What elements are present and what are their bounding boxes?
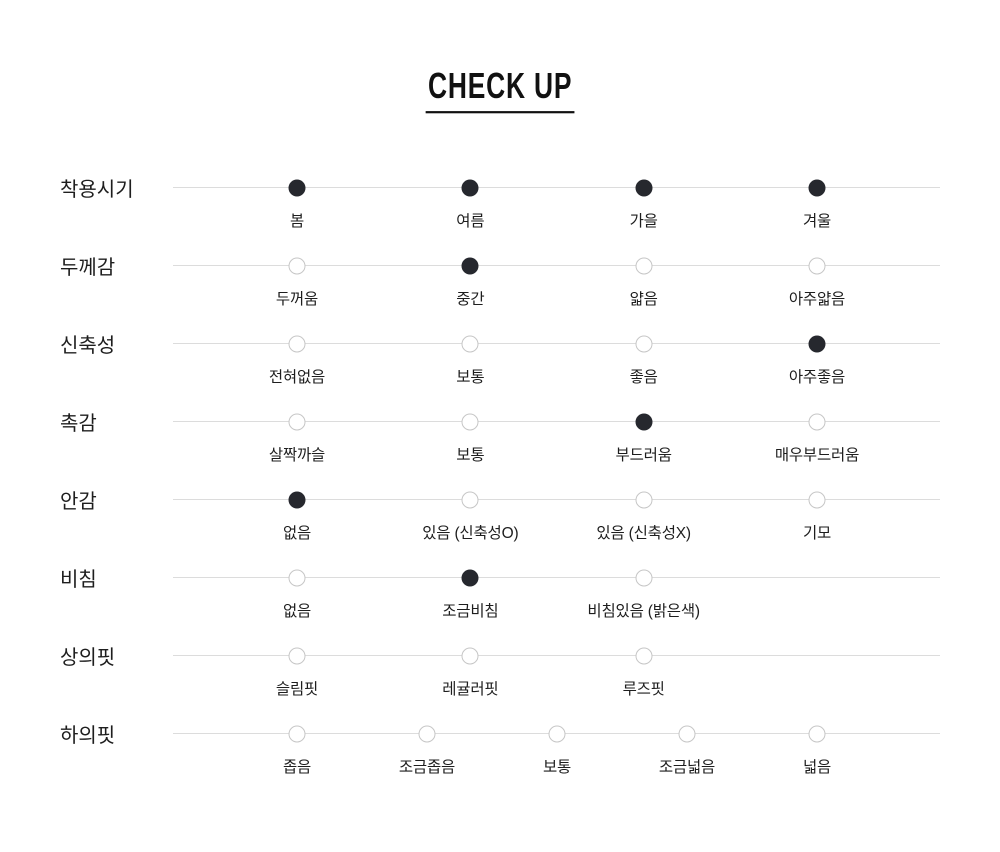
option-dot-unselected [808,725,826,742]
scale-track: 전혀없음 보통 좋음 아주좋음 [173,305,940,386]
track-line [173,343,940,344]
option-dot-selected [635,179,653,196]
scale-track: 봄 여름 가을 겨울 [173,149,940,230]
option-dot-unselected [461,491,479,508]
attribute-row: 두께감 두꺼움 중간 얇음 아주얇음 [0,227,1000,308]
option-label: 겨울 [802,213,832,230]
option-label: 있음 (신축성O) [422,525,519,542]
option-dot-selected [461,179,479,196]
attribute-label: 착용시기 [60,178,134,201]
option-label: 보통 [456,369,485,386]
option-label: 비침있음 (밝은색) [587,603,700,620]
scale-track: 살짝까슬 보통 부드러움 매우부드러움 [173,383,940,464]
scale-track: 슬림핏 레귤러핏 루즈핏 [173,617,940,698]
option-label: 넓음 [802,759,832,776]
option-dot-unselected [461,413,479,430]
option-label: 매우부드러움 [774,447,860,464]
scale-track: 두꺼움 중간 얇음 아주얇음 [173,227,940,308]
option-dot-selected [461,569,479,586]
option-dot-selected [288,179,306,196]
attribute-row: 촉감 살짝까슬 보통 부드러움 매우부드러움 [0,383,1000,464]
attribute-label: 신축성 [60,334,116,357]
option-dot-selected [635,413,653,430]
option-dot-selected [461,257,479,274]
attribute-label: 하의핏 [60,724,116,747]
option-dot-unselected [288,569,306,586]
scale-track: 없음 있음 (신축성O) 있음 (신축성X) 기모 [173,461,940,542]
option-dot-selected [808,179,826,196]
option-dot-unselected [548,725,566,742]
track-line [173,499,940,500]
option-label: 없음 [282,525,312,542]
option-label: 아주좋음 [788,369,846,386]
track-line [173,187,940,188]
option-label: 루즈핏 [622,681,665,698]
option-dot-unselected [288,725,306,742]
option-label: 봄 [289,213,305,230]
checkup-rows: 착용시기 봄 여름 가을 겨울 두께감 두꺼움 중간 얇음 아주얇음 신축성 전혀없음 보통 좋음 아주좋음… [0,149,1000,776]
option-dot-unselected [635,647,653,664]
option-dot-unselected [288,647,306,664]
attribute-label: 비침 [60,568,97,591]
option-label: 가을 [629,213,658,230]
option-dot-unselected [635,569,653,586]
option-label: 있음 (신축성X) [596,525,691,542]
option-dot-unselected [808,257,826,274]
option-label: 중간 [456,291,485,308]
attribute-row: 비침 없음 조금비침 비침있음 (밝은색) [0,539,1000,620]
option-label: 살짝까슬 [268,447,326,464]
option-label: 얇음 [629,291,658,308]
attribute-label: 상의핏 [60,646,116,669]
attribute-label: 촉감 [60,412,97,435]
attribute-row: 착용시기 봄 여름 가을 겨울 [0,149,1000,230]
option-label: 여름 [456,213,485,230]
option-label: 좋음 [629,369,658,386]
attribute-row: 하의핏 좁음 조금좁음 보통 조금넓음 넓음 [0,695,1000,776]
option-dot-selected [808,335,826,352]
track-line [173,421,940,422]
option-label: 슬림핏 [275,681,319,698]
option-dot-unselected [461,335,479,352]
option-label: 조금비침 [442,603,499,620]
attribute-row: 상의핏 슬림핏 레귤러핏 루즈핏 [0,617,1000,698]
option-label: 전혀없음 [268,369,326,386]
option-label: 두꺼움 [275,291,319,308]
option-dot-unselected [288,335,306,352]
option-label: 부드러움 [615,447,672,464]
option-dot-unselected [635,257,653,274]
attribute-label: 안감 [60,490,97,513]
header: CHECK UP [0,65,1000,114]
option-dot-unselected [461,647,479,664]
option-label: 기모 [802,525,832,542]
option-dot-selected [288,491,306,508]
option-dot-unselected [288,257,306,274]
option-label: 보통 [456,447,485,464]
option-dot-unselected [635,335,653,352]
track-line [173,265,940,266]
option-label: 보통 [542,759,572,776]
option-label: 없음 [282,603,312,620]
option-dot-unselected [288,413,306,430]
option-dot-unselected [635,491,653,508]
option-dot-unselected [808,491,826,508]
option-label: 조금넓음 [658,759,716,776]
track-line [173,655,940,656]
option-label: 좁음 [282,759,312,776]
scale-track: 좁음 조금좁음 보통 조금넓음 넓음 [173,695,940,776]
page-title: CHECK UP [425,65,575,114]
attribute-label: 두께감 [60,256,116,279]
option-dot-unselected [418,725,436,742]
attribute-row: 신축성 전혀없음 보통 좋음 아주좋음 [0,305,1000,386]
option-label: 아주얇음 [788,291,846,308]
scale-track: 없음 조금비침 비침있음 (밝은색) [173,539,940,620]
track-line [173,577,940,578]
option-dot-unselected [678,725,696,742]
option-label: 조금좁음 [398,759,456,776]
option-dot-unselected [808,413,826,430]
attribute-row: 안감 없음 있음 (신축성O) 있음 (신축성X) 기모 [0,461,1000,542]
option-label: 레귤러핏 [442,681,499,698]
